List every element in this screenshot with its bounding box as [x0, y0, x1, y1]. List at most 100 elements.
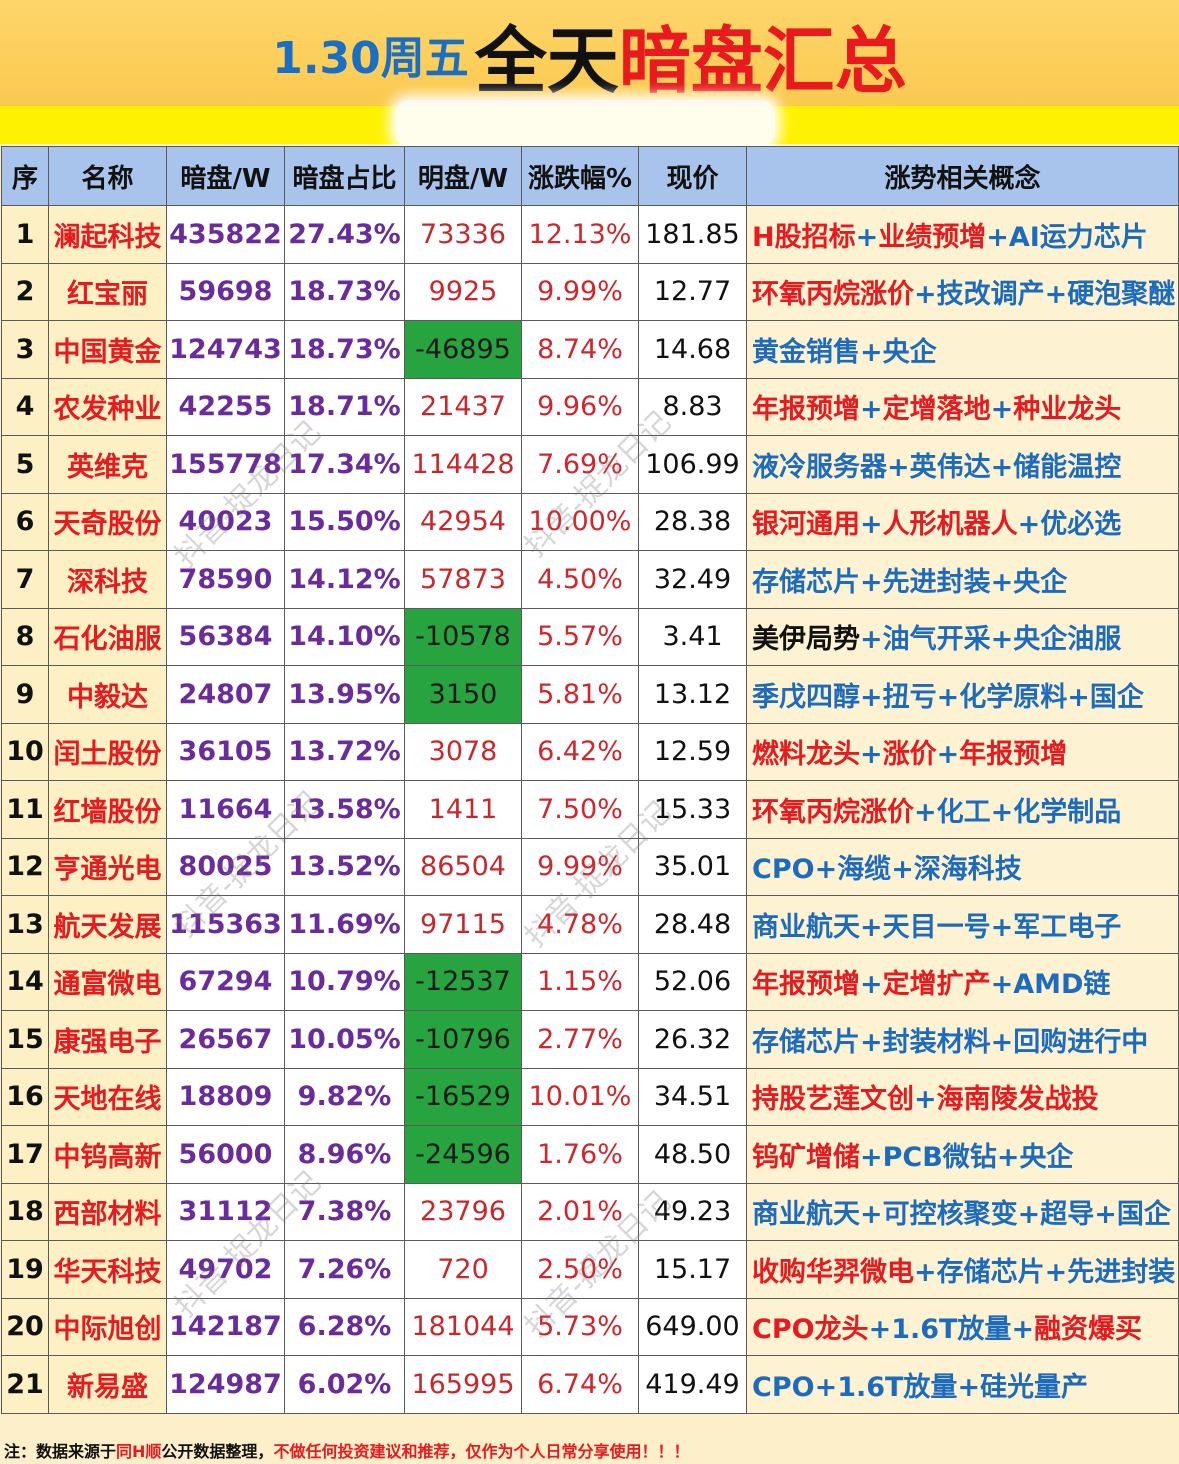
dark-pool-value: 80025 [166, 837, 285, 896]
concept-part: + [868, 1314, 892, 1346]
header-ratio: 暗盘占比 [284, 146, 405, 206]
stock-name: 英维克 [48, 435, 167, 494]
table-row: 12 亨通光电 80025 13.52% 86504 9.99% 35.01 CPO+海缆+深… [1, 837, 1179, 896]
concept-part: AI运力芯片 [1008, 221, 1148, 253]
dark-pool-value: 142187 [166, 1297, 285, 1356]
concept-part: + [860, 1026, 883, 1058]
row-seq: 5 [1, 435, 49, 494]
concept-part: 封装材料 [882, 1026, 991, 1058]
stock-name: 中钨高新 [48, 1125, 167, 1184]
dark-pool-ratio: 8.96% [284, 1125, 405, 1184]
dark-pool-ratio: 18.73% [284, 262, 405, 321]
concept-part: 海南陵发战投 [936, 1084, 1099, 1116]
current-price: 35.01 [638, 837, 747, 896]
dark-pool-ratio: 13.52% [284, 837, 405, 896]
dark-pool-value: 11664 [166, 780, 285, 839]
concept-part: 先进封装 [1067, 1256, 1176, 1288]
stock-name: 西部材料 [48, 1182, 167, 1241]
current-price: 3.41 [638, 607, 747, 666]
concept-part: 扭亏 [882, 681, 937, 713]
dark-pool-value: 49702 [166, 1240, 285, 1299]
stock-name: 通富微电 [48, 952, 167, 1011]
dark-pool-ratio: 13.95% [284, 665, 405, 724]
stock-name: 天奇股份 [48, 492, 167, 551]
concept-part: 优必选 [1040, 509, 1122, 541]
lit-pool-value: -16529 [404, 1067, 522, 1126]
stock-name: 深科技 [48, 550, 167, 609]
row-seq: 7 [1, 550, 49, 609]
concept-part: + [860, 394, 883, 426]
concept-part: 油气开采 [882, 624, 991, 656]
concept-part: + [860, 739, 883, 771]
concept-part: 硬泡聚醚 [1067, 279, 1176, 311]
lit-pool-value: 42954 [404, 492, 522, 551]
table-row: 15 康强电子 26567 10.05% -10796 2.77% 26.32 存储芯片+封装… [1, 1010, 1179, 1069]
concept-cell: 存储芯片+封装材料+回购进行中 [746, 1010, 1179, 1069]
dark-pool-value: 67294 [166, 952, 285, 1011]
concept-part: 硅光量产 [980, 1371, 1089, 1403]
current-price: 419.49 [638, 1355, 747, 1414]
concept-cell: 年报预增+定增扩产+AMD链 [746, 952, 1179, 1011]
concept-part: + [887, 451, 910, 483]
concept-part: + [860, 566, 883, 598]
row-seq: 1 [1, 205, 49, 264]
concept-part: 融资爆买 [1034, 1314, 1143, 1346]
table-row: 17 中钨高新 56000 8.96% -24596 1.76% 48.50 钨矿增储+PCB… [1, 1125, 1179, 1184]
table-body: 1 澜起科技 435822 27.43% 73336 12.13% 181.85 H股招标+业… [1, 205, 1179, 1414]
concept-part: + [1017, 509, 1041, 541]
change-percent: 9.99% [521, 262, 639, 321]
concept-part: 1.6T放量 [891, 1314, 1012, 1346]
dark-pool-ratio: 15.50% [284, 492, 405, 551]
current-price: 28.48 [638, 895, 747, 954]
concept-part: 持股艺莲文创 [752, 1084, 914, 1116]
note-warning: 不做任何投资建议和推荐，仅作为个人日常分享使用！！！ [273, 1442, 690, 1461]
concept-part: 黄金销售 [752, 336, 860, 368]
concept-part: + [1017, 1199, 1041, 1231]
lit-pool-value: 21437 [404, 377, 522, 436]
concept-part: + [990, 394, 1014, 426]
concept-cell: 环氧丙烷涨价+化工+化学制品 [746, 780, 1179, 839]
stock-name: 澜起科技 [48, 205, 167, 264]
table-row: 16 天地在线 18809 9.82% -16529 10.01% 34.51 持股艺莲文创+… [1, 1067, 1179, 1126]
concept-part: 商业航天 [752, 911, 860, 943]
dark-pool-ratio: 10.05% [284, 1010, 405, 1069]
concept-part: 人形机器人 [882, 509, 1018, 541]
lit-pool-value: 23796 [404, 1182, 522, 1241]
note-prefix: 注：数据来源于 [4, 1442, 117, 1461]
concept-part: + [891, 854, 914, 886]
stock-name: 航天发展 [48, 895, 167, 954]
dark-pool-ratio: 10.79% [284, 952, 405, 1011]
change-percent: 4.78% [521, 895, 639, 954]
concept-part: + [860, 1141, 883, 1173]
row-seq: 10 [1, 722, 49, 781]
concept-part: 银河通用 [752, 509, 860, 541]
change-percent: 5.81% [521, 665, 639, 724]
concept-part: 央企 [882, 336, 937, 368]
dark-pool-value: 155778 [166, 435, 285, 494]
concept-part: + [914, 1256, 937, 1288]
concept-part: + [914, 279, 937, 311]
concept-part: + [957, 1371, 981, 1403]
concept-part: + [860, 624, 883, 656]
concept-part: 年报预增 [752, 969, 860, 1001]
concept-part: CPO [752, 1371, 815, 1403]
change-percent: 12.13% [521, 205, 639, 264]
current-price: 49.23 [638, 1182, 747, 1241]
change-percent: 10.01% [521, 1067, 639, 1126]
blurred-area [395, 100, 775, 146]
concept-cell: 燃料龙头+涨价+年报预增 [746, 722, 1179, 781]
concept-part: AMD链 [1013, 969, 1111, 1001]
dark-pool-ratio: 18.71% [284, 377, 405, 436]
concept-cell: CPO龙头+1.6T放量+融资爆买 [746, 1297, 1179, 1356]
change-percent: 6.74% [521, 1355, 639, 1414]
lit-pool-value: 86504 [404, 837, 522, 896]
stock-name: 农发种业 [48, 377, 167, 436]
table-row: 2 红宝丽 59698 18.73% 9925 9.99% 12.77 环氧丙烷涨价+技改调产… [1, 262, 1179, 321]
concept-part: + [936, 681, 960, 713]
lit-pool-value: 9925 [404, 262, 522, 321]
current-price: 649.00 [638, 1297, 747, 1356]
row-seq: 16 [1, 1067, 49, 1126]
lit-pool-value: 73336 [404, 205, 522, 264]
lit-pool-value: 97115 [404, 895, 522, 954]
concept-part: CPO龙头 [752, 1314, 869, 1346]
